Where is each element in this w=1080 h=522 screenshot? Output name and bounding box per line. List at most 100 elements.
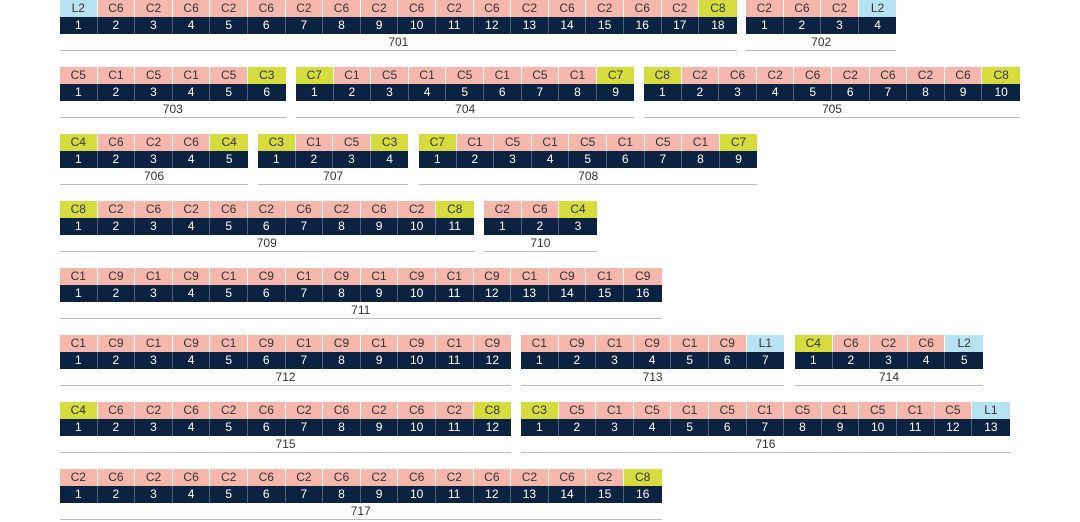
index-cell: 4 (633, 419, 672, 436)
segment-group-704: C7 C1 C5 C1 C5 C1 C5 C1 C7 1 2 3 4 5 6 7 8 9 704 (296, 67, 635, 118)
index-cell: 7 (746, 352, 785, 369)
code-cell: C1 (435, 268, 474, 285)
index-cell: 13 (511, 486, 549, 503)
index-row: 1 2 3 4 5 6 7 8 9 10 11 12 (60, 352, 512, 369)
index-cell: 11 (896, 419, 935, 436)
code-cell: C9 (548, 268, 587, 285)
index-cell: 12 (473, 285, 512, 302)
code-cell: C1 (521, 335, 559, 352)
code-cell: C6 (783, 0, 822, 17)
code-cell: C7 (419, 134, 457, 151)
code-row: C7 C1 C5 C1 C5 C1 C5 C1 C7 (419, 134, 758, 151)
index-cell: 1 (60, 151, 98, 168)
index-cell: 2 (97, 218, 136, 235)
index-cell: 4 (172, 419, 211, 436)
index-cell: 7 (285, 419, 324, 436)
index-cell: 7 (285, 218, 324, 235)
code-cell: C9 (97, 268, 136, 285)
index-cell: 2 (97, 17, 136, 34)
index-cell: 6 (247, 84, 286, 101)
code-row: C3 C1 C5 C3 (258, 134, 409, 151)
code-cell: C1 (896, 402, 935, 419)
index-cell: 10 (398, 486, 436, 503)
index-cell: 3 (371, 84, 409, 101)
code-cell: C2 (60, 469, 98, 486)
index-cell: 2 (681, 84, 720, 101)
code-cell: C6 (719, 67, 757, 84)
code-cell: C1 (511, 268, 549, 285)
index-cell: 15 (586, 17, 624, 34)
index-cell: 13 (511, 285, 549, 302)
group-label: 705 (644, 101, 1020, 118)
index-cell: 5 (210, 285, 248, 302)
code-cell: C6 (548, 469, 587, 486)
group-label: 713 (521, 369, 785, 386)
code-cell: C1 (210, 335, 248, 352)
code-cell: C2 (135, 402, 173, 419)
index-cell: 10 (398, 218, 436, 235)
code-cell: C3 (370, 134, 409, 151)
code-cell: C6 (548, 0, 587, 17)
code-cell: C5 (859, 402, 897, 419)
code-cell: C6 (247, 0, 286, 17)
code-cell: C8 (644, 67, 682, 84)
index-cell: 7 (285, 352, 324, 369)
group-label: 711 (60, 302, 662, 319)
code-cell: C9 (247, 268, 286, 285)
index-cell: 8 (323, 218, 361, 235)
index-cell: 4 (633, 352, 672, 369)
group-label: 709 (60, 235, 474, 252)
index-cell: 13 (972, 419, 1010, 436)
index-cell: 4 (172, 486, 211, 503)
code-cell: C6 (869, 67, 908, 84)
index-cell: 2 (521, 218, 560, 235)
code-cell: C9 (633, 335, 672, 352)
index-cell: 12 (473, 486, 512, 503)
code-cell: C1 (172, 67, 211, 84)
code-cell: C1 (135, 335, 173, 352)
code-cell: C1 (333, 67, 372, 84)
code-cell: C8 (699, 0, 737, 17)
index-cell: 3 (333, 151, 371, 168)
code-cell: C6 (832, 335, 871, 352)
index-cell: 2 (97, 151, 136, 168)
code-cell: C6 (473, 469, 512, 486)
group-label: 712 (60, 369, 512, 386)
code-cell: C8 (473, 402, 512, 419)
code-row: C4 C6 C2 C6 C2 C6 C2 C6 C2 C6 C2 C8 (60, 402, 512, 419)
code-cell: C5 (521, 67, 560, 84)
segment-group-705: C8 C2 C6 C2 C6 C2 C6 C2 C6 C8 1 2 3 4 5 6 7 8 9 10 705 (644, 67, 1020, 118)
code-cell: C9 (398, 268, 436, 285)
code-cell: C2 (831, 67, 870, 84)
code-cell: C5 (135, 67, 173, 84)
code-cell: C1 (671, 402, 709, 419)
code-cell: C7 (596, 67, 635, 84)
code-cell: C6 (323, 0, 361, 17)
segment-group-707: C3 C1 C5 C3 1 2 3 4 707 (258, 134, 409, 185)
code-cell: C6 (97, 469, 136, 486)
code-cell: C5 (333, 134, 371, 151)
index-row: 1 2 3 4 5 6 7 8 9 10 11 12 13 14 15 16 17 18 (60, 17, 737, 34)
code-cell: L1 (746, 335, 785, 352)
index-cell: 5 (210, 151, 248, 168)
code-cell: C6 (521, 201, 560, 218)
index-cell: 9 (821, 419, 860, 436)
group-label: 701 (60, 34, 737, 51)
code-cell: C6 (97, 0, 136, 17)
index-cell: 14 (548, 17, 587, 34)
index-cell: 4 (172, 218, 211, 235)
code-cell: C2 (97, 201, 136, 218)
code-cell: C4 (559, 201, 597, 218)
group-label: 703 (60, 101, 286, 118)
code-cell: C7 (296, 67, 334, 84)
segment-group-706: C4 C6 C2 C6 C4 1 2 3 4 5 706 (60, 134, 248, 185)
code-cell: C2 (360, 469, 399, 486)
code-cell: C8 (623, 469, 662, 486)
code-cell: C6 (944, 67, 983, 84)
code-cell: C2 (746, 0, 784, 17)
code-cell: C9 (473, 335, 512, 352)
index-cell: 6 (831, 84, 870, 101)
index-cell: 5 (210, 486, 248, 503)
index-cell: 2 (832, 352, 871, 369)
